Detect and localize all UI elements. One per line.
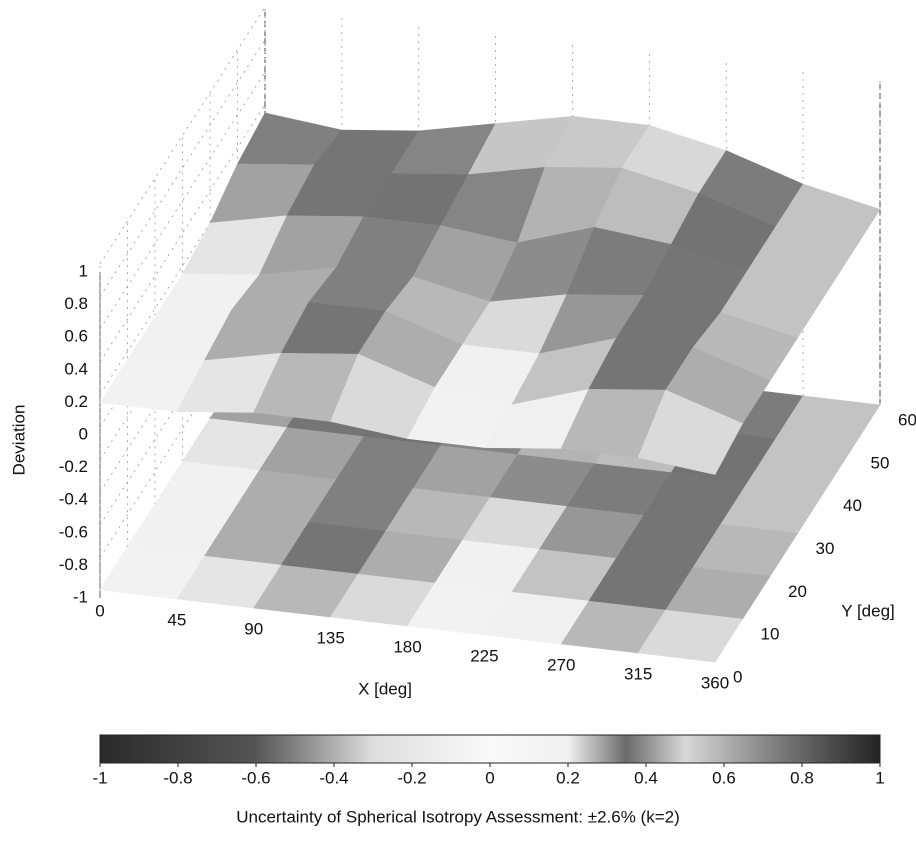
y-axis-title: Y [deg] — [841, 601, 895, 620]
y-tick-label: 40 — [843, 496, 862, 515]
z-tick-label: -0.6 — [59, 522, 88, 541]
z-tick-label: 0.4 — [64, 359, 88, 378]
x-tick-label: 270 — [547, 655, 575, 674]
x-tick-label: 180 — [393, 637, 421, 656]
grid-line — [99, 234, 266, 493]
colorbar-tick-label: -0.8 — [163, 768, 192, 787]
y-tick-label: 30 — [816, 539, 835, 558]
x-tick-label: 90 — [244, 619, 263, 638]
y-tick-label: 20 — [788, 582, 807, 601]
colorbar-tick-label: -1 — [92, 768, 107, 787]
z-axis-title: Deviation — [9, 405, 28, 476]
grid-line — [99, 300, 266, 558]
grid-line — [99, 137, 266, 395]
colorbar-tick-label: 0.8 — [790, 768, 814, 787]
x-tick-label: 135 — [316, 628, 344, 647]
colorbar-tick-label: 0 — [485, 768, 494, 787]
grid-line — [99, 267, 266, 526]
surface-cell — [637, 389, 743, 475]
y-tick-label: 0 — [733, 667, 742, 686]
z-tick-label: -0.8 — [59, 555, 88, 574]
x-tick-label: 315 — [624, 664, 652, 683]
y-tick-label: 10 — [761, 625, 780, 644]
colorbar-tick-label: -0.2 — [397, 768, 426, 787]
z-tick-label: -0.2 — [59, 457, 88, 476]
y-tick-label: 50 — [871, 453, 890, 472]
colorbar — [99, 734, 881, 764]
z-tick-label: -0.4 — [59, 490, 88, 509]
grid-line — [99, 104, 266, 363]
x-tick-label: 0 — [95, 601, 104, 620]
x-axis-title: X [deg] — [358, 679, 412, 698]
z-tick-label: -1 — [73, 587, 88, 606]
x-tick-label: 360 — [701, 673, 729, 692]
grid-line — [99, 39, 266, 297]
floor-cell — [637, 609, 744, 663]
colorbar-tick-label: 0.6 — [712, 768, 736, 787]
x-tick-label: 45 — [167, 610, 186, 629]
z-tick-label: 0.8 — [64, 294, 88, 313]
y-tick-label: 60 — [898, 410, 916, 429]
x-tick-label: 225 — [470, 646, 498, 665]
caption: Uncertainty of Spherical Isotropy Assess… — [236, 807, 680, 826]
colorbar-tick-label: 0.4 — [634, 768, 658, 787]
colorbar-tick-label: -0.6 — [241, 768, 270, 787]
z-tick-label: 0.2 — [64, 392, 88, 411]
colorbar-tick-label: 0.2 — [556, 768, 580, 787]
grid-line — [99, 202, 266, 460]
z-tick-label: 0.6 — [64, 327, 88, 346]
surface-cell-group — [99, 112, 881, 475]
z-tick-label: 0 — [79, 424, 88, 443]
z-tick-label: 1 — [79, 261, 88, 280]
grid-line — [99, 6, 266, 265]
colorbar-tick-label: -0.4 — [319, 768, 348, 787]
colorbar-tick-label: 1 — [875, 768, 884, 787]
